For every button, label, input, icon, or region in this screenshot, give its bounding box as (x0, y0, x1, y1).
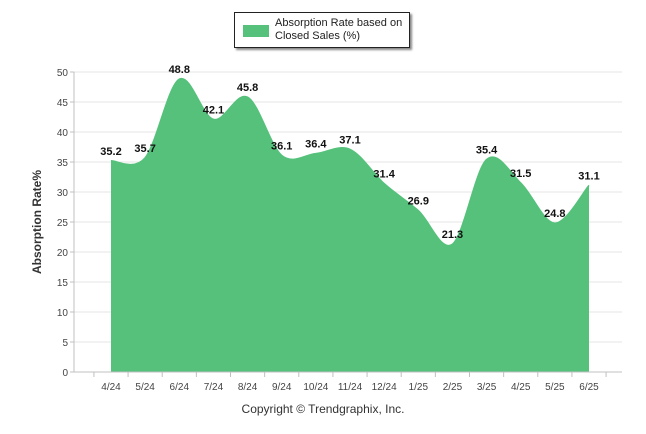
y-tick-label: 40 (57, 128, 69, 139)
y-tick-label: 35 (57, 158, 69, 169)
y-tick-label: 20 (57, 248, 69, 259)
data-label: 36.1 (271, 140, 292, 152)
data-label: 31.5 (510, 168, 531, 180)
y-tick-label: 15 (57, 278, 69, 289)
x-tick-label: 11/24 (338, 382, 363, 393)
data-label: 37.1 (339, 134, 360, 146)
y-tick-label: 10 (57, 308, 69, 319)
area-fill (111, 78, 589, 372)
x-tick-label: 3/25 (477, 382, 497, 393)
y-tick-label: 45 (57, 98, 69, 109)
legend-swatch (243, 25, 269, 37)
y-tick-label: 30 (57, 188, 69, 199)
copyright-text: Copyright © Trendgraphix, Inc. (241, 402, 405, 416)
x-tick-label: 6/25 (579, 382, 599, 393)
area-line (110, 78, 590, 247)
x-tick-label: 5/25 (545, 382, 565, 393)
y-tick-label: 50 (57, 68, 69, 79)
data-label: 36.4 (305, 139, 327, 151)
data-label: 31.1 (578, 170, 599, 182)
y-tick-label: 0 (62, 368, 68, 379)
data-label: 45.8 (237, 82, 258, 94)
data-label: 35.2 (100, 146, 121, 158)
chart-legend: Absorption Rate based on Closed Sales (%… (234, 12, 410, 48)
x-tick-label: 1/25 (409, 382, 429, 393)
legend-label: Absorption Rate based on Closed Sales (%… (275, 17, 403, 42)
data-label: 35.4 (476, 145, 498, 157)
data-label: 35.7 (134, 143, 155, 155)
data-label: 24.8 (544, 208, 565, 220)
y-tick-label: 25 (57, 218, 69, 229)
y-axis-title: Absorption Rate% (30, 170, 44, 274)
x-tick-label: 4/25 (511, 382, 531, 393)
x-tick-label: 7/24 (204, 382, 224, 393)
data-label: 26.9 (408, 196, 429, 208)
data-label: 31.4 (373, 169, 395, 181)
x-tick-label: 5/24 (135, 382, 155, 393)
x-tick-label: 10/24 (303, 382, 328, 393)
x-tick-label: 8/24 (238, 382, 258, 393)
x-tick-label: 6/24 (170, 382, 190, 393)
x-tick-label: 9/24 (272, 382, 292, 393)
data-label: 48.8 (169, 64, 190, 76)
data-label: 21.3 (442, 229, 463, 241)
data-label: 42.1 (203, 104, 224, 116)
x-tick-label: 2/25 (443, 382, 463, 393)
x-tick-label: 4/24 (101, 382, 121, 393)
x-tick-label: 12/24 (372, 382, 397, 393)
y-tick-label: 5 (62, 338, 68, 349)
